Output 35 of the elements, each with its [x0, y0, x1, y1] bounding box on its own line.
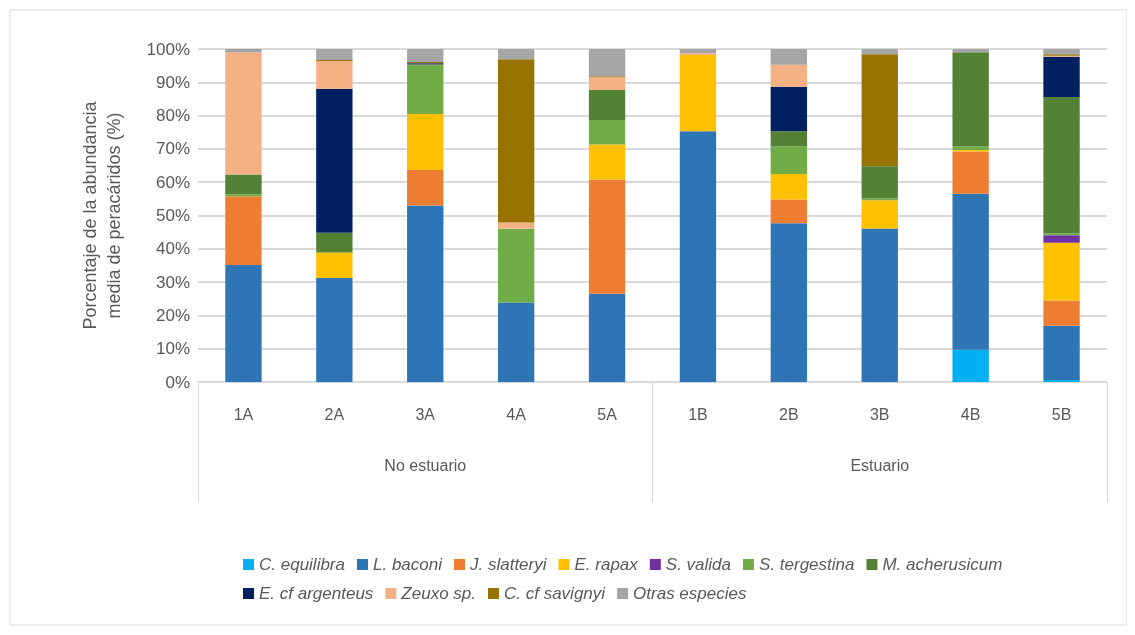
x-tick-label: 5B: [1051, 405, 1072, 423]
x-tick-label: 3A: [415, 405, 436, 423]
x-tick-label: 1B: [688, 405, 708, 423]
y-tick-label: 90%: [155, 72, 190, 92]
x-tick-label: 2B: [779, 405, 799, 423]
y-tick-label: 10%: [155, 339, 190, 359]
y-tick-label: 40%: [155, 239, 190, 259]
x-tick-label: 1A: [233, 405, 254, 423]
x-tick-label: 2A: [324, 405, 345, 423]
y-tick-label: 80%: [155, 106, 190, 126]
legend-label: L. baconi: [372, 555, 444, 574]
y-tick-label: 60%: [155, 172, 190, 192]
legend-label: M. acherusicum: [882, 555, 1003, 574]
x-tick-label: 3B: [869, 405, 890, 423]
x-tick-label: 4A: [506, 405, 527, 423]
y-tick-label: 50%: [155, 206, 190, 225]
legend-label: C. equilibra: [259, 555, 345, 574]
text: No estuario: [384, 456, 467, 474]
legend-label: Otras especies: [633, 584, 747, 603]
y-tick-label: 100%: [146, 39, 190, 59]
legend-label: Zeuxo sp.: [400, 584, 476, 603]
legend-label: E. cf argenteus: [259, 584, 374, 603]
legend-label: S. valida: [665, 555, 732, 574]
legend-label: J. slatteryi: [468, 555, 548, 574]
y-tick-label: 30%: [155, 272, 190, 292]
y-axis-title: Porcentaje de la abundancia media de peracáridos (%): [80, 100, 124, 330]
y-tick-label: 20%: [155, 305, 190, 325]
y-tick-label: 0%: [165, 372, 190, 392]
legend-label: S. tergestina: [759, 555, 855, 574]
x-tick-label: 5A: [597, 405, 618, 423]
legend-label: E. rapax: [574, 555, 639, 574]
text: Estuario: [850, 456, 910, 474]
x-tick-label: 4B: [960, 405, 981, 423]
y-tick-label: 70%: [155, 139, 190, 159]
legend-label: C. cf savignyi: [503, 584, 607, 603]
